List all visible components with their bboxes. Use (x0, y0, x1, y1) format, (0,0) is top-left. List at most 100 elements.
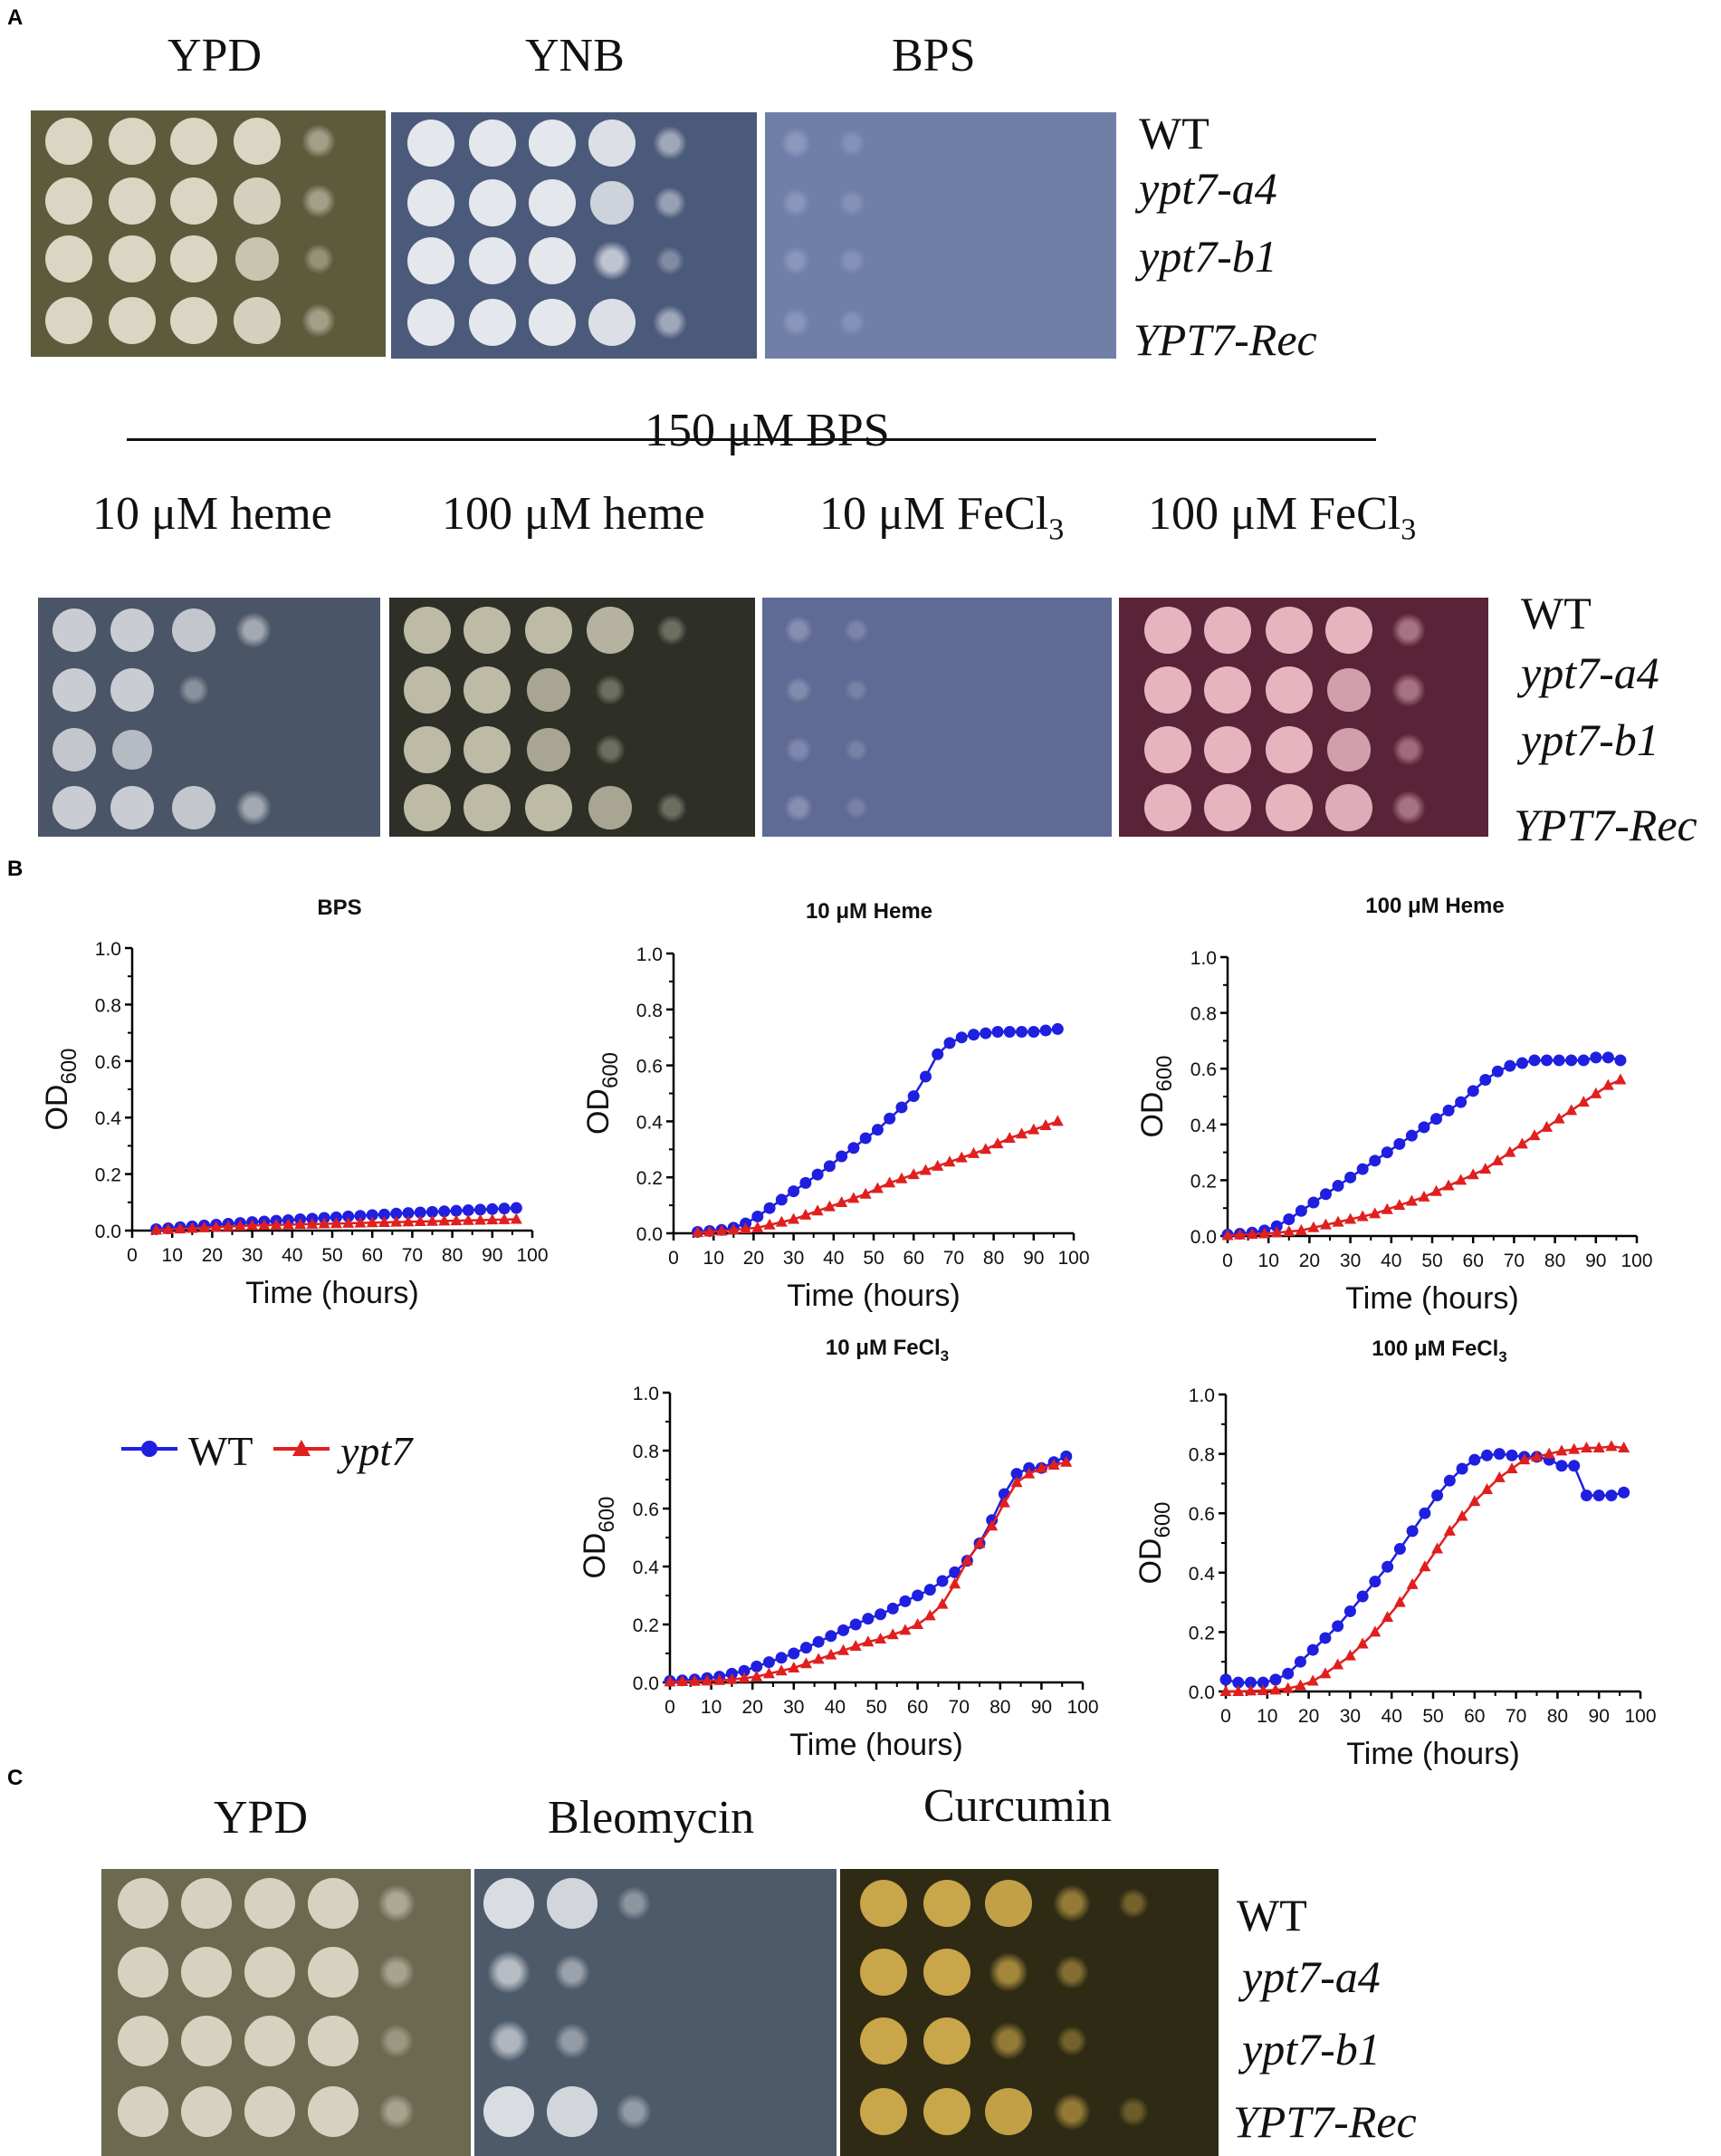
y-tick-label: 0.6 (1189, 1504, 1215, 1525)
data-point (1023, 1467, 1036, 1479)
data-point (738, 1664, 751, 1677)
strain-wt: WT (1139, 108, 1209, 158)
data-point (823, 1200, 836, 1212)
colony-spot (985, 1880, 1032, 1927)
x-tick-label: 20 (1299, 1250, 1320, 1271)
colony-spot (109, 118, 156, 165)
data-point (1039, 1119, 1052, 1131)
data-point (426, 1214, 438, 1226)
colony-spot (407, 299, 454, 346)
data-point (1528, 1054, 1541, 1067)
data-point (1343, 1649, 1356, 1661)
data-point (862, 1635, 875, 1647)
x-tick-label: 50 (865, 1697, 886, 1718)
y-tick-label: 0.8 (1190, 1004, 1217, 1025)
chart-3: 0.0 0.2 0.4 0.6 0.8 1.0 0 10 20 30 40 50 60 70 80 90 100… (1135, 894, 1653, 1316)
colony-spot (483, 1878, 534, 1929)
colony-spot (1266, 784, 1313, 831)
condition-10uM-heme: 10 μM heme (92, 488, 332, 540)
y-tick-label: 1.0 (95, 939, 121, 960)
colony-spot (1391, 673, 1426, 707)
data-point (1356, 1210, 1369, 1222)
strain-ypt7-b1-2: ypt7-b1 (1521, 714, 1659, 765)
colony-spot (45, 118, 92, 165)
colony-spot (1053, 2093, 1091, 2131)
data-point (1232, 1676, 1245, 1689)
data-point (330, 1217, 342, 1229)
colony-spot (53, 728, 96, 771)
x-tick-label: 80 (983, 1248, 1004, 1269)
data-point (1577, 1054, 1590, 1067)
colony-spot (109, 235, 156, 283)
data-point (762, 1667, 775, 1679)
y-tick-label: 1.0 (636, 944, 663, 965)
data-point (1590, 1087, 1602, 1098)
data-point (1332, 1180, 1344, 1193)
x-tick-label: 90 (1589, 1706, 1610, 1727)
data-point (812, 1635, 825, 1648)
data-point (378, 1215, 390, 1227)
data-point (1244, 1676, 1257, 1689)
data-point (1344, 1212, 1357, 1224)
colony-spot (302, 243, 335, 275)
data-point (837, 1624, 850, 1636)
data-point (1518, 1453, 1531, 1465)
colony-spot (378, 1953, 416, 1991)
data-point (1455, 1174, 1468, 1185)
x-tick-label: 10 (1258, 1250, 1279, 1271)
data-point (486, 1203, 499, 1215)
x-tick-label: 0 (1222, 1250, 1233, 1271)
data-point (1295, 1204, 1307, 1217)
data-point (788, 1647, 800, 1660)
data-point (973, 1537, 986, 1548)
data-point (1306, 1643, 1319, 1656)
x-tick-label: 30 (783, 1248, 804, 1269)
data-point (886, 1628, 899, 1640)
strain-wt-2: WT (1521, 588, 1592, 638)
colony-spot (780, 307, 811, 338)
series-ypt7 (664, 1455, 1073, 1687)
colony-spot (1117, 1887, 1150, 1920)
data-point (788, 1662, 800, 1672)
colony-spot (529, 120, 576, 167)
data-point (1431, 1490, 1444, 1502)
colony-spot (308, 2016, 359, 2066)
data-point (1405, 1194, 1418, 1206)
data-point (1618, 1486, 1630, 1499)
data-point (899, 1595, 912, 1607)
data-point (907, 1168, 920, 1180)
data-point (725, 1672, 738, 1684)
data-point (1442, 1104, 1455, 1116)
x-tick-label: 70 (1504, 1250, 1525, 1271)
data-point (1468, 1453, 1481, 1466)
colony-spot (844, 795, 869, 820)
colony-spot (118, 1878, 168, 1929)
x-tick-label: 0 (127, 1245, 138, 1266)
colony-spot (1204, 666, 1251, 714)
data-point (1442, 1179, 1455, 1191)
data-point (811, 1204, 824, 1216)
data-point (1282, 1682, 1295, 1693)
data-point (907, 1090, 920, 1103)
data-point (246, 1219, 259, 1231)
data-point (1419, 1560, 1431, 1572)
colony-spot (469, 120, 516, 167)
strain-ypt7-a4: ypt7-a4 (1139, 163, 1277, 214)
data-point (886, 1602, 899, 1615)
data-point (1506, 1462, 1518, 1473)
data-point (1605, 1440, 1618, 1452)
x-tick-label: 20 (742, 1697, 763, 1718)
strain-c-ypt7-rec: YPT7-Rec (1233, 2096, 1417, 2147)
data-point (1294, 1679, 1306, 1691)
data-point (462, 1204, 474, 1217)
colony-spot (923, 1880, 970, 1927)
x-tick-label: 40 (282, 1245, 302, 1266)
data-point (1016, 1127, 1028, 1139)
colony-spot (923, 2088, 970, 2135)
series-ypt7 (692, 1115, 1064, 1238)
colony-spot (181, 1947, 232, 1998)
y-tick-label: 0.0 (95, 1222, 121, 1242)
data-point (1553, 1054, 1565, 1067)
data-point (1010, 1468, 1023, 1480)
x-tick-label: 100 (1624, 1706, 1656, 1727)
